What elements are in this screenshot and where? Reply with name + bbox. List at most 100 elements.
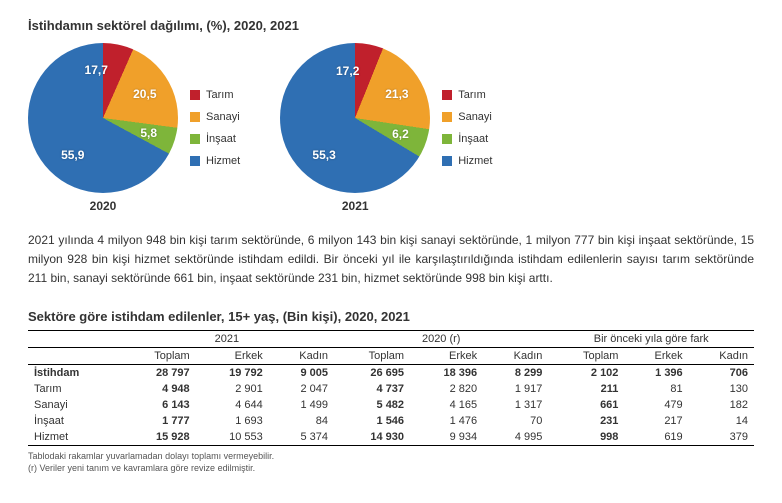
column-header: Erkek (410, 347, 483, 364)
column-header: Erkek (196, 347, 269, 364)
table-title: Sektöre göre istihdam edilenler, 15+ yaş… (28, 309, 754, 324)
legend-item: İnşaat (190, 133, 240, 145)
cell: 5 374 (269, 429, 334, 446)
legend-label: Hizmet (206, 155, 240, 167)
cell: 998 (548, 429, 624, 446)
footnote-line: (r) Veriler yeni tanım ve kavramlara gör… (28, 462, 754, 475)
table-row: Hizmet15 92810 5535 37414 9309 9344 9959… (28, 429, 754, 446)
cell: 4 165 (410, 397, 483, 413)
legend-swatch (442, 134, 452, 144)
slice-label: 17,7 (85, 63, 108, 77)
legend-swatch (190, 156, 200, 166)
slice-label: 5,8 (140, 126, 157, 140)
row-label: Hizmet (28, 429, 120, 446)
legend-label: Sanayi (206, 111, 240, 123)
group-header: Bir önceki yıla göre fark (548, 330, 754, 347)
cell: 10 553 (196, 429, 269, 446)
row-label: Sanayi (28, 397, 120, 413)
legend-item: Sanayi (190, 111, 240, 123)
cell: 4 644 (196, 397, 269, 413)
cell: 18 396 (410, 364, 483, 381)
column-header: Toplam (120, 347, 196, 364)
cell: 15 928 (120, 429, 196, 446)
legend-label: İnşaat (458, 133, 488, 145)
legend-swatch (190, 134, 200, 144)
column-header: Kadın (483, 347, 548, 364)
chart-title: İstihdamın sektörel dağılımı, (%), 2020,… (28, 18, 754, 33)
slice-label: 21,3 (385, 87, 408, 101)
footnotes: Tablodaki rakamlar yuvarlamadan dolayı t… (28, 450, 754, 475)
cell: 14 930 (334, 429, 410, 446)
column-header: Kadın (689, 347, 754, 364)
cell: 231 (548, 413, 624, 429)
legend: Tarım Sanayi İnşaat Hizmet (190, 89, 240, 167)
legend-label: Hizmet (458, 155, 492, 167)
cell: 9 005 (269, 364, 334, 381)
legend-swatch (442, 112, 452, 122)
cell: 1 917 (483, 381, 548, 397)
group-header: 2020 (r) (334, 330, 548, 347)
cell: 182 (689, 397, 754, 413)
legend-swatch (442, 90, 452, 100)
cell: 1 499 (269, 397, 334, 413)
cell: 26 695 (334, 364, 410, 381)
legend-item: İnşaat (442, 133, 492, 145)
cell: 706 (689, 364, 754, 381)
slice-label: 55,9 (61, 148, 84, 162)
table-row: Sanayi6 1434 6441 4995 4824 1651 3176614… (28, 397, 754, 413)
data-table: 20212020 (r)Bir önceki yıla göre farkTop… (28, 330, 754, 446)
table-row: Tarım4 9482 9012 0474 7372 8201 91721181… (28, 381, 754, 397)
cell: 5 482 (334, 397, 410, 413)
legend-item: Tarım (190, 89, 240, 101)
cell: 1 546 (334, 413, 410, 429)
legend-item: Hizmet (442, 155, 492, 167)
row-label: İstihdam (28, 364, 120, 381)
slice-label: 55,3 (312, 148, 335, 162)
year-label: 2021 (280, 199, 430, 213)
charts-row: 17,7 20,5 5,8 55,9 2020 Tarım Sanayi İnşaat Hizm… (28, 43, 754, 213)
legend-label: Sanayi (458, 111, 492, 123)
cell: 1 476 (410, 413, 483, 429)
cell: 8 299 (483, 364, 548, 381)
cell: 4 737 (334, 381, 410, 397)
legend-label: Tarım (458, 89, 486, 101)
cell: 211 (548, 381, 624, 397)
cell: 217 (624, 413, 688, 429)
legend-item: Sanayi (442, 111, 492, 123)
cell: 619 (624, 429, 688, 446)
cell: 4 995 (483, 429, 548, 446)
cell: 70 (483, 413, 548, 429)
legend: Tarım Sanayi İnşaat Hizmet (442, 89, 492, 167)
pie-holder: 17,7 20,5 5,8 55,9 (28, 43, 178, 193)
cell: 6 143 (120, 397, 196, 413)
slice-label: 6,2 (392, 127, 409, 141)
cell: 28 797 (120, 364, 196, 381)
row-label: İnşaat (28, 413, 120, 429)
legend-swatch (190, 112, 200, 122)
cell: 14 (689, 413, 754, 429)
cell: 81 (624, 381, 688, 397)
cell: 2 901 (196, 381, 269, 397)
legend-item: Tarım (442, 89, 492, 101)
cell: 2 102 (548, 364, 624, 381)
column-header: Toplam (334, 347, 410, 364)
cell: 84 (269, 413, 334, 429)
cell: 130 (689, 381, 754, 397)
pie-holder: 17,2 21,3 6,2 55,3 (280, 43, 430, 193)
cell: 9 934 (410, 429, 483, 446)
column-header: Kadın (269, 347, 334, 364)
table-row: İstihdam28 79719 7929 00526 69518 3968 2… (28, 364, 754, 381)
cell: 1 777 (120, 413, 196, 429)
cell: 479 (624, 397, 688, 413)
slice-label: 17,2 (336, 64, 359, 78)
slice-label: 20,5 (133, 87, 156, 101)
chart-block: 17,2 21,3 6,2 55,3 2021 Tarım Sanayi İnşaat Hizm… (280, 43, 492, 213)
year-label: 2020 (28, 199, 178, 213)
legend-swatch (442, 156, 452, 166)
footnote-line: Tablodaki rakamlar yuvarlamadan dolayı t… (28, 450, 754, 463)
column-header: Erkek (624, 347, 688, 364)
cell: 1 396 (624, 364, 688, 381)
column-header: Toplam (548, 347, 624, 364)
group-header: 2021 (120, 330, 334, 347)
chart-block: 17,7 20,5 5,8 55,9 2020 Tarım Sanayi İnşaat Hizm… (28, 43, 240, 213)
